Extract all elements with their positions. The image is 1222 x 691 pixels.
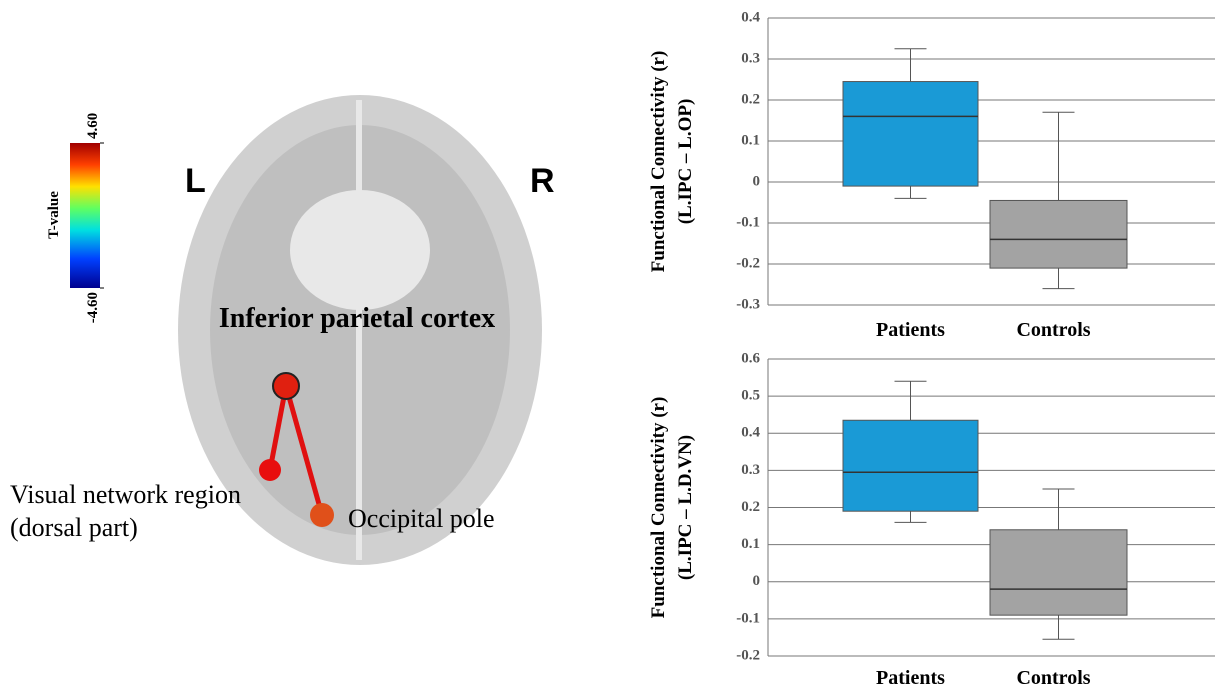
y-tick-label: 0.3 bbox=[741, 50, 760, 66]
y-tick-label: -0.1 bbox=[736, 214, 760, 230]
box-chart: -0.3 -0.2 -0.1 0 0.1 0.2 0.3 0.4 Patients Control… bbox=[648, 9, 1215, 341]
target-label: Visual network region (dorsal part) bbox=[10, 478, 310, 544]
y-axis-label: Functional Connectivity (r) bbox=[648, 51, 669, 273]
colorbar-tick-label: 4.60 bbox=[85, 113, 101, 139]
box bbox=[990, 530, 1127, 615]
y-tick-label: -0.1 bbox=[736, 610, 760, 626]
x-tick-label: Controls bbox=[1016, 319, 1090, 341]
seed-node bbox=[273, 373, 299, 399]
box-chart: -0.2 -0.1 0 0.1 0.2 0.3 0.4 0.5 0.6 Patients Contr… bbox=[648, 350, 1215, 689]
y-tick-label: -0.2 bbox=[736, 647, 760, 663]
box bbox=[843, 420, 978, 511]
x-tick-label: Controls bbox=[1016, 667, 1090, 689]
colorbar bbox=[70, 143, 100, 288]
y-tick-label: 0.6 bbox=[741, 350, 760, 366]
y-tick-label: 0.4 bbox=[741, 9, 760, 25]
y-tick-label: 0 bbox=[753, 573, 761, 589]
right-label: R bbox=[530, 162, 555, 200]
y-tick-label: 0.4 bbox=[741, 425, 760, 441]
y-axis-label: (L.IPC – L.D.VN) bbox=[675, 435, 696, 580]
y-tick-label: 0.2 bbox=[741, 91, 760, 107]
y-tick-label: 0.1 bbox=[741, 536, 760, 552]
target-label-box: Visual network region (dorsal part) bbox=[10, 478, 310, 558]
y-tick-label: 0.5 bbox=[741, 388, 760, 404]
figure: T-value L R Inferior parietal cortex Vis… bbox=[0, 0, 1222, 691]
y-tick-label: 0.3 bbox=[741, 462, 760, 478]
box bbox=[843, 82, 978, 187]
y-tick-label: 0.2 bbox=[741, 499, 760, 515]
y-tick-label: -0.3 bbox=[736, 296, 760, 312]
y-tick-label: 0 bbox=[753, 173, 761, 189]
y-tick-label: -0.2 bbox=[736, 255, 760, 271]
brain-panel: T-value L R Inferior parietal cortex Vis… bbox=[10, 95, 555, 565]
colorbar-label: T-value bbox=[46, 191, 62, 239]
y-axis-label: (L.IPC – L.OP) bbox=[675, 99, 696, 225]
box bbox=[990, 200, 1127, 268]
x-tick-label: Patients bbox=[876, 319, 945, 341]
y-axis-label: Functional Connectivity (r) bbox=[648, 397, 669, 619]
colorbar-tick-label: -4.60 bbox=[85, 292, 101, 323]
y-tick-label: 0.1 bbox=[741, 132, 760, 148]
x-tick-label: Patients bbox=[876, 667, 945, 689]
left-label: L bbox=[185, 162, 206, 200]
seed-label: Inferior parietal cortex bbox=[219, 303, 495, 334]
target-node bbox=[310, 503, 334, 527]
target-label: Occipital pole bbox=[348, 504, 495, 533]
